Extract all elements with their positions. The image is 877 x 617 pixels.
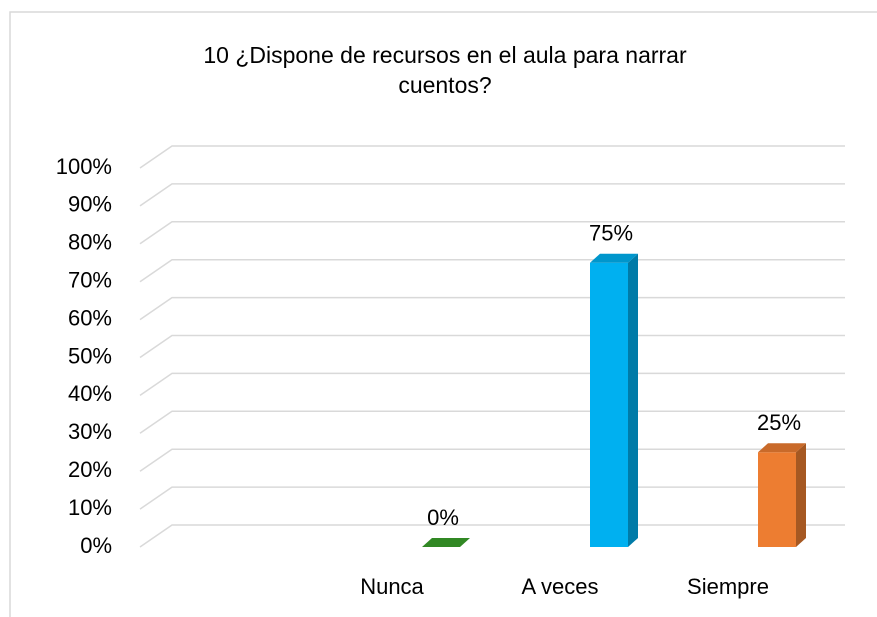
grid-line xyxy=(139,221,845,245)
y-tick-label: 40% xyxy=(68,381,112,406)
data-label: 0% xyxy=(427,505,459,530)
grid-line xyxy=(139,372,845,397)
x-tick-label: Siempre xyxy=(687,574,769,599)
bar-side xyxy=(796,443,806,547)
data-label: 75% xyxy=(589,221,633,246)
grid-line xyxy=(139,296,845,321)
y-tick-label: 60% xyxy=(68,305,112,330)
y-tick-label: 70% xyxy=(68,268,112,293)
y-tick-label: 10% xyxy=(68,495,112,520)
bar-top xyxy=(590,253,638,263)
grid-line xyxy=(139,448,845,472)
chart-border xyxy=(9,11,877,617)
grid-line xyxy=(139,258,845,283)
data-label: 25% xyxy=(757,410,801,435)
grid-line xyxy=(139,410,845,434)
bar-top xyxy=(758,443,806,453)
y-tick-label: 0% xyxy=(80,533,112,558)
grid-line xyxy=(139,334,845,359)
bar-top xyxy=(422,538,470,547)
y-tick-label: 100% xyxy=(56,154,112,179)
grid-line xyxy=(139,486,845,510)
x-tick-label: A veces xyxy=(521,574,598,599)
bar-side xyxy=(628,253,638,547)
y-tick-label: 90% xyxy=(68,192,112,217)
x-tick-label: Nunca xyxy=(360,574,424,599)
grid-line xyxy=(139,183,845,207)
y-tick-label: 20% xyxy=(68,457,112,482)
y-tick-label: 50% xyxy=(68,343,112,368)
bar xyxy=(758,452,796,547)
grid-line xyxy=(139,145,845,169)
grid-line xyxy=(139,524,845,548)
chart-title: 10 ¿Dispone de recursos en el aula para … xyxy=(203,42,687,98)
bar xyxy=(590,262,628,547)
y-tick-label: 80% xyxy=(68,230,112,255)
y-tick-label: 30% xyxy=(68,419,112,444)
